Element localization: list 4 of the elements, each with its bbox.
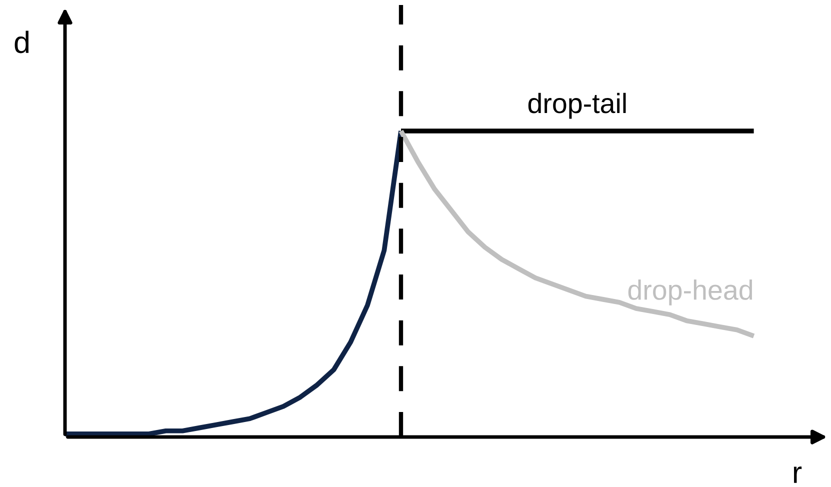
series-label: drop-head	[628, 280, 752, 306]
y-axis-title: d	[14, 30, 29, 54]
series-label: drop-tail	[528, 92, 626, 119]
x-axis-title: r	[794, 466, 802, 483]
